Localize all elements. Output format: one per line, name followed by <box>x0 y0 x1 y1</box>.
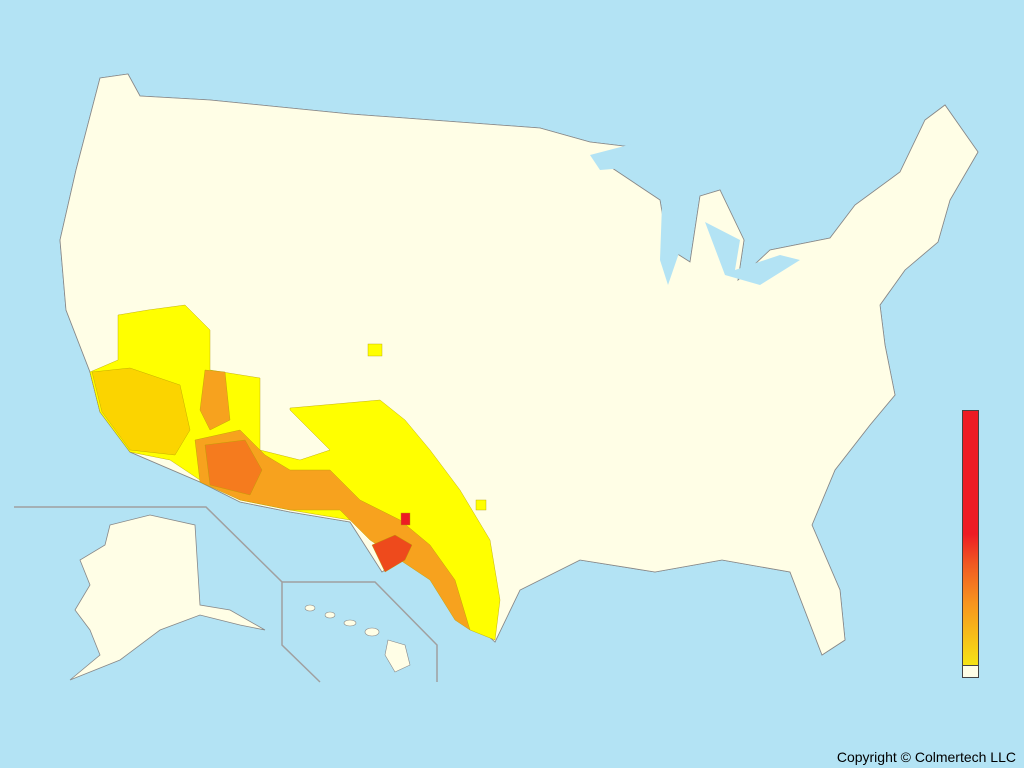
occurrence-regions <box>89 304 501 641</box>
legend-gradient <box>963 411 978 667</box>
alaska <box>69 514 266 681</box>
region-mid-az <box>194 429 471 631</box>
color-scale-legend <box>962 410 979 678</box>
region-low-co <box>367 343 383 357</box>
region-max-tx <box>400 512 411 526</box>
region-low-tx-east <box>475 499 487 511</box>
inset-border-hawaii <box>282 581 438 682</box>
region-midhigh-az <box>204 439 263 496</box>
copyright-notice: Copyright © Colmertech LLC <box>834 748 1018 766</box>
region-high-tx <box>371 534 413 573</box>
region-mid-az-north <box>199 369 231 431</box>
great-lakes-east <box>705 222 800 285</box>
great-lake-michigan <box>660 200 680 285</box>
insets <box>14 506 438 683</box>
hawaii <box>304 604 411 673</box>
region-midlow-ca <box>91 367 191 456</box>
great-lake-superior <box>590 142 660 170</box>
legend-no-data-swatch <box>963 665 978 677</box>
